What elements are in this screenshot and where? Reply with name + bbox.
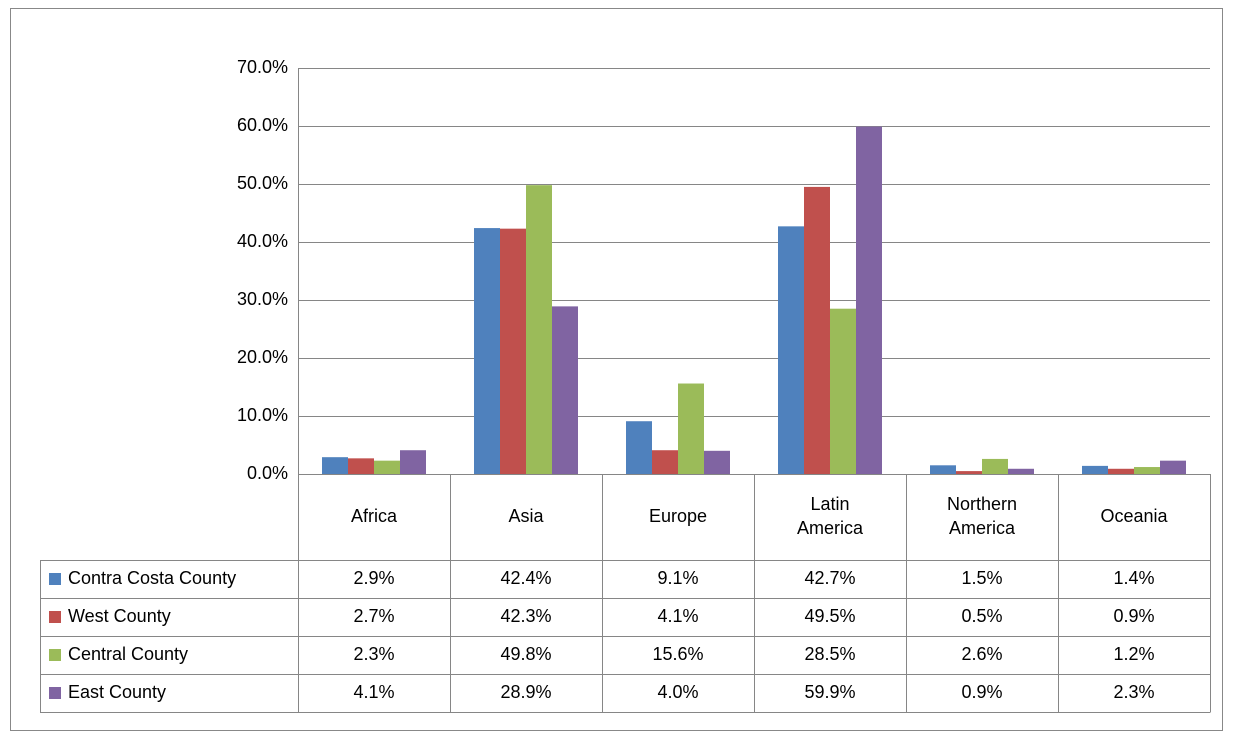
y-tick-label: 70.0%	[237, 57, 288, 77]
table-value: 0.9%	[1113, 606, 1154, 626]
bar	[830, 308, 856, 474]
table-value: 1.2%	[1113, 644, 1154, 664]
table-value: 2.9%	[353, 568, 394, 588]
bar	[1008, 468, 1034, 474]
category-label: Asia	[508, 506, 544, 526]
chart-border	[10, 8, 1223, 731]
category-label: Latin America	[797, 494, 864, 538]
bar	[1108, 468, 1134, 474]
legend-label: West County	[68, 606, 171, 626]
table-value: 0.9%	[961, 682, 1002, 702]
bar	[474, 228, 500, 474]
table-value: 42.7%	[804, 568, 855, 588]
y-tick-label: 30.0%	[237, 289, 288, 309]
table-value: 2.3%	[1113, 682, 1154, 702]
bar	[804, 186, 830, 474]
table-value: 42.3%	[500, 606, 551, 626]
category-label: Europe	[649, 506, 707, 526]
bar	[778, 226, 804, 474]
y-tick-label: 10.0%	[237, 405, 288, 425]
y-tick-label: 50.0%	[237, 173, 288, 193]
bar	[652, 450, 678, 474]
legend-swatch	[49, 611, 61, 623]
category-label: Oceania	[1100, 506, 1168, 526]
table-value: 4.1%	[353, 682, 394, 702]
table-value: 4.0%	[657, 682, 698, 702]
bar	[1160, 460, 1186, 474]
table-value: 28.9%	[500, 682, 551, 702]
table-value: 59.9%	[804, 682, 855, 702]
bar	[678, 383, 704, 474]
table-value: 42.4%	[500, 568, 551, 588]
bar	[322, 457, 348, 474]
table-value: 28.5%	[804, 644, 855, 664]
y-tick-label: 20.0%	[237, 347, 288, 367]
legend-label: East County	[68, 682, 166, 702]
table-value: 0.5%	[961, 606, 1002, 626]
bar	[400, 450, 426, 474]
y-tick-label: 40.0%	[237, 231, 288, 251]
category-label: Northern America	[947, 494, 1017, 538]
legend-label: Contra Costa County	[68, 568, 236, 588]
legend-swatch	[49, 687, 61, 699]
table-value: 2.7%	[353, 606, 394, 626]
table-value: 15.6%	[652, 644, 703, 664]
bar	[856, 126, 882, 474]
table-value: 1.4%	[1113, 568, 1154, 588]
bar	[348, 458, 374, 474]
bar	[552, 306, 578, 474]
legend-label: Central County	[68, 644, 188, 664]
table-value: 9.1%	[657, 568, 698, 588]
y-tick-label: 0.0%	[247, 463, 288, 483]
bar	[956, 471, 982, 474]
bar	[626, 421, 652, 474]
table-value: 2.6%	[961, 644, 1002, 664]
y-tick-label: 60.0%	[237, 115, 288, 135]
legend-swatch	[49, 573, 61, 585]
category-label: Africa	[351, 506, 398, 526]
table-value: 49.8%	[500, 644, 551, 664]
bar	[1082, 465, 1108, 474]
table-value: 1.5%	[961, 568, 1002, 588]
table-value: 4.1%	[657, 606, 698, 626]
bar	[982, 458, 1008, 474]
bar	[374, 460, 400, 474]
table-value: 2.3%	[353, 644, 394, 664]
legend-swatch	[49, 649, 61, 661]
bar	[704, 450, 730, 474]
bar	[500, 228, 526, 474]
bar	[930, 465, 956, 474]
table-value: 49.5%	[804, 606, 855, 626]
bar	[526, 185, 552, 474]
bar	[1134, 467, 1160, 474]
